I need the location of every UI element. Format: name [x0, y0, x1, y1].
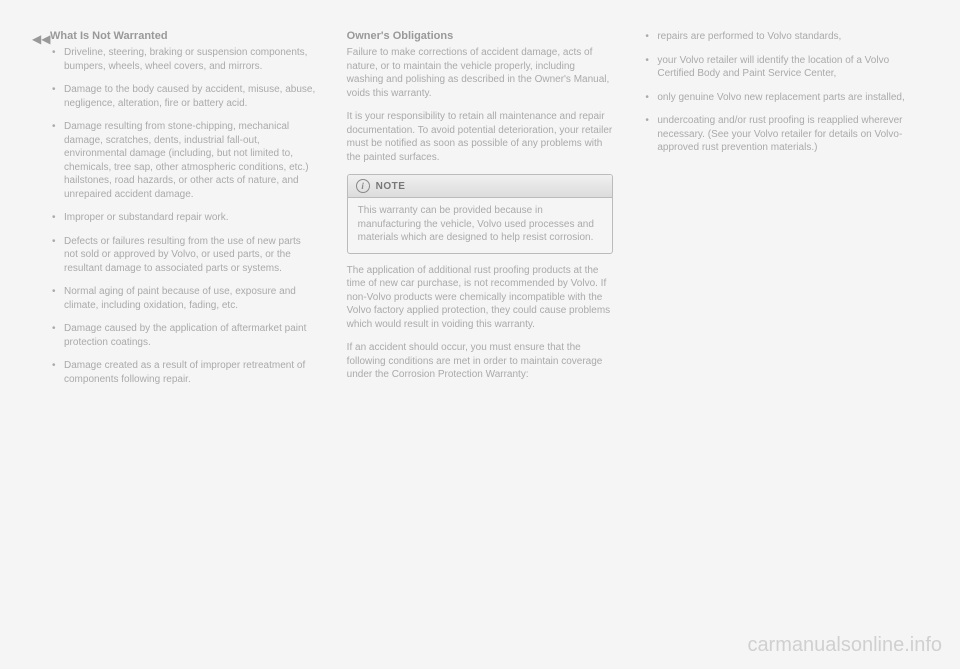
list-item: Damage caused by the application of afte…: [50, 322, 317, 349]
note-box: i NOTE This warranty can be provided bec…: [347, 174, 614, 254]
list-item: only genuine Volvo new replacement parts…: [643, 91, 910, 105]
column-2: Owner's Obligations Failure to make corr…: [347, 30, 614, 396]
paragraph: The application of additional rust proof…: [347, 264, 614, 332]
list-item: Damage to the body caused by accident, m…: [50, 83, 317, 110]
section-title-obligations: Owner's Obligations: [347, 30, 614, 42]
list-item: Damage created as a result of improper r…: [50, 359, 317, 386]
watermark: carmanualsonline.info: [747, 634, 942, 657]
list-item: your Volvo retailer will identify the lo…: [643, 54, 910, 81]
info-icon: i: [356, 179, 370, 193]
column-3: repairs are performed to Volvo standards…: [643, 30, 910, 396]
list-item: repairs are performed to Volvo standards…: [643, 30, 910, 44]
list-item: Improper or substandard repair work.: [50, 211, 317, 225]
list-item: Damage resulting from stone-chipping, me…: [50, 120, 317, 201]
not-warranted-list: Driveline, steering, braking or suspensi…: [50, 46, 317, 386]
continuation-arrows-icon: ◀◀: [32, 32, 50, 46]
paragraph: If an accident should occur, you must en…: [347, 341, 614, 382]
list-item: Defects or failures resulting from the u…: [50, 235, 317, 276]
note-label: NOTE: [376, 181, 406, 192]
page-content: ◀◀ What Is Not Warranted Driveline, stee…: [50, 30, 910, 396]
paragraph: Failure to make corrections of accident …: [347, 46, 614, 100]
list-item: undercoating and/or rust proofing is rea…: [643, 114, 910, 155]
column-1: ◀◀ What Is Not Warranted Driveline, stee…: [50, 30, 317, 396]
note-body: This warranty can be provided because in…: [348, 198, 613, 253]
list-item: Normal aging of paint because of use, ex…: [50, 285, 317, 312]
paragraph: It is your responsibility to retain all …: [347, 110, 614, 164]
conditions-list: repairs are performed to Volvo standards…: [643, 30, 910, 155]
list-item: Driveline, steering, braking or suspensi…: [50, 46, 317, 73]
section-title-not-warranted: What Is Not Warranted: [50, 30, 317, 42]
note-header: i NOTE: [348, 175, 613, 198]
